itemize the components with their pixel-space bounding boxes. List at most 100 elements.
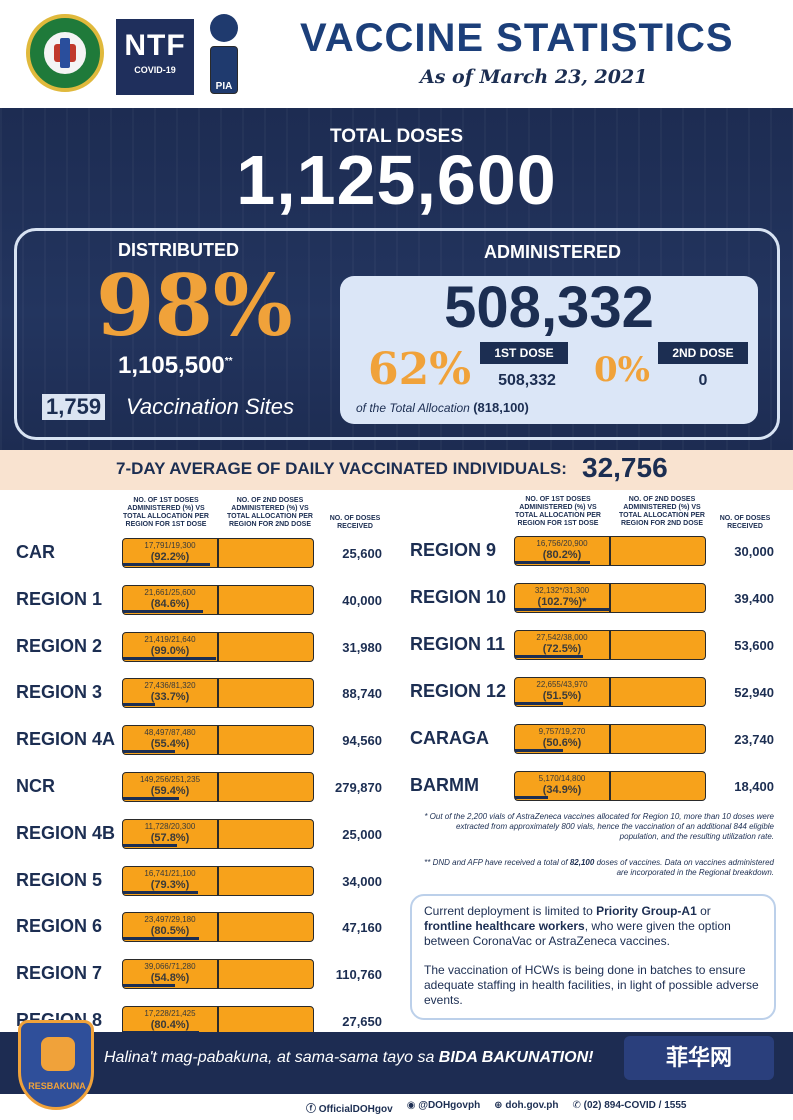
- info-paragraph-1: Current deployment is limited to Priorit…: [424, 904, 762, 949]
- region-name: REGION 3: [16, 682, 103, 703]
- watermark-tag: 菲华网: [624, 1036, 774, 1080]
- distributed-percent: 98%: [96, 256, 293, 355]
- doh-seal-icon: [26, 14, 104, 92]
- second-dose-value: 0: [698, 372, 708, 389]
- region-progress-bar: 48,497/87,480 (55.4%): [122, 725, 314, 756]
- distributed-count-value: 1,105,500: [118, 352, 225, 379]
- footer-slogan-b: BIDA BAKUNATION!: [438, 1049, 594, 1066]
- progress-fill: [123, 750, 176, 754]
- region-received: 52,940: [734, 685, 774, 700]
- page-subtitle: As of March 23, 2021: [420, 66, 648, 88]
- first-dose-value: 508,332: [498, 372, 556, 389]
- region-ratio: 27,436/81,320: [144, 681, 196, 691]
- region-name: REGION 2: [16, 635, 103, 656]
- region-name: REGION 4A: [16, 729, 116, 750]
- twitter-link[interactable]: ◉ @DOHgovph: [406, 1100, 481, 1111]
- region-name: REGION 9: [410, 540, 497, 560]
- facebook-text: OfficialDOHgov: [318, 1104, 393, 1115]
- region-name: REGION 12: [410, 681, 507, 701]
- footnote-dnd-afp: ** DND and AFP have received a total of …: [418, 858, 774, 878]
- seven-day-value: 32,756: [582, 452, 668, 483]
- region-progress-bar: 149,256/251,235 (59.4%): [122, 772, 314, 802]
- info-p1-d: frontline healthcare workers: [424, 919, 585, 933]
- region-progress-bar: 21,419/21,640 (99.0%): [122, 631, 314, 662]
- progress-fill: [515, 655, 584, 658]
- region-ratio: 5,170/14,800: [538, 774, 586, 783]
- distributed-count: 1,105,500**: [118, 352, 233, 380]
- website-text: doh.gov.ph: [505, 1100, 559, 1111]
- region-progress-bar: 16,741/21,100 (79.3%): [122, 865, 314, 896]
- administered-panel: 508,332 62% 1ST DOSE 508,332 0% 2ND DOSE…: [340, 275, 758, 424]
- region-ratio: 17,791/19,300: [144, 541, 196, 550]
- vaccination-sites-label: Vaccination Sites: [126, 394, 294, 419]
- progress-fill: [515, 749, 563, 752]
- region-received: 47,160: [342, 920, 382, 936]
- pia-logo-text: PIA: [210, 46, 238, 94]
- region-percent: (79.3%): [150, 878, 190, 891]
- region-received: 88,740: [342, 686, 382, 702]
- footnote-dnd-c: doses of vaccines. Data on vaccines admi…: [596, 858, 774, 877]
- region-received: 53,600: [734, 638, 774, 653]
- region-name: REGION 11: [410, 634, 506, 654]
- summary-box: [14, 228, 780, 440]
- allocation-value: (818,100): [473, 400, 529, 415]
- region-received: 30,000: [734, 544, 774, 559]
- region-progress-bar: 16,756/20,900 (80.2%): [514, 536, 706, 566]
- first-dose-tag: 1ST DOSE: [480, 342, 568, 364]
- region-percent: (59.4%): [150, 785, 190, 797]
- info-p1-e: , who were given the option between Coro…: [424, 919, 731, 948]
- region-percent: (102.7%)*: [537, 596, 587, 608]
- region-received: 31,980: [342, 639, 382, 655]
- region-received: 23,740: [734, 732, 774, 747]
- badge-text: RESBAKUNA: [28, 1081, 86, 1091]
- region-name: REGION 5: [16, 869, 103, 890]
- progress-fill: [515, 796, 548, 799]
- col-head-dose2-left: NO. OF 2ND DOSES ADMINISTERED (%) VS TOT…: [227, 497, 313, 528]
- col-head-received-left: NO. OF DOSES RECEIVED: [329, 515, 381, 530]
- progress-fill: [123, 703, 155, 707]
- region-percent: (92.2%): [150, 551, 190, 563]
- region-progress-bar: 17,791/19,300 (92.2%): [122, 538, 314, 568]
- region-progress-bar: 9,757/19,270 (50.6%): [514, 724, 706, 754]
- region-ratio: 11,728/20,300: [144, 821, 196, 831]
- facebook-link[interactable]: ⓕ OfficialDOHgov: [306, 1104, 393, 1115]
- info-box: Current deployment is limited to Priorit…: [410, 894, 776, 1020]
- progress-fill: [123, 984, 175, 988]
- region-percent: (72.5%): [542, 643, 582, 655]
- region-ratio: 21,661/25,600: [144, 587, 196, 597]
- progress-fill: [123, 609, 203, 613]
- info-p1-a: Current deployment is limited to: [424, 904, 593, 918]
- region-ratio: 39,066/71,280: [144, 962, 196, 972]
- administered-percent: 62%: [368, 344, 472, 395]
- region-received: 39,400: [734, 591, 774, 606]
- footer-slogan: Halina't mag-pabakuna, at sama-sama tayo…: [104, 1049, 593, 1067]
- website-link[interactable]: ⊕ doh.gov.ph: [494, 1100, 559, 1111]
- header: NTF COVID-19 PIA VACCINE STATISTICS As o…: [0, 0, 793, 106]
- region-name: REGION 6: [16, 916, 103, 937]
- col-head-received-right: NO. OF DOSES RECEIVED: [719, 515, 771, 530]
- page-title: VACCINE STATISTICS: [300, 16, 734, 60]
- region-progress-bar: 27,436/81,320 (33.7%): [122, 678, 314, 709]
- vaccination-sites-count: 1,759: [42, 394, 106, 420]
- progress-fill: [515, 702, 564, 705]
- region-name: BARMM: [410, 775, 479, 795]
- region-progress-bar: 11,728/20,300 (57.8%): [122, 818, 314, 849]
- info-p1-c: or: [700, 904, 711, 918]
- region-percent: (57.8%): [150, 831, 190, 844]
- twitter-text: @DOHgovph: [418, 1100, 481, 1111]
- region-percent: (33.7%): [150, 691, 190, 704]
- region-ratio: 149,256/251,235: [139, 775, 201, 784]
- distributed-mark: **: [224, 356, 233, 367]
- region-percent: (84.6%): [150, 597, 190, 610]
- region-received: 18,400: [734, 779, 774, 794]
- region-name: NCR: [16, 776, 55, 796]
- region-name: REGION 4B: [16, 822, 116, 843]
- pia-logo: PIA: [208, 14, 240, 94]
- administered-value: 508,332: [444, 275, 654, 340]
- distributed-label: DISTRIBUTED: [118, 240, 239, 260]
- region-ratio: 16,741/21,100: [144, 868, 196, 878]
- seven-day-band: 7-DAY AVERAGE OF DAILY VACCINATED INDIVI…: [0, 450, 793, 490]
- total-doses-label: TOTAL DOSES: [329, 126, 464, 147]
- second-dose-percent: 0%: [594, 350, 650, 390]
- progress-fill: [515, 608, 609, 611]
